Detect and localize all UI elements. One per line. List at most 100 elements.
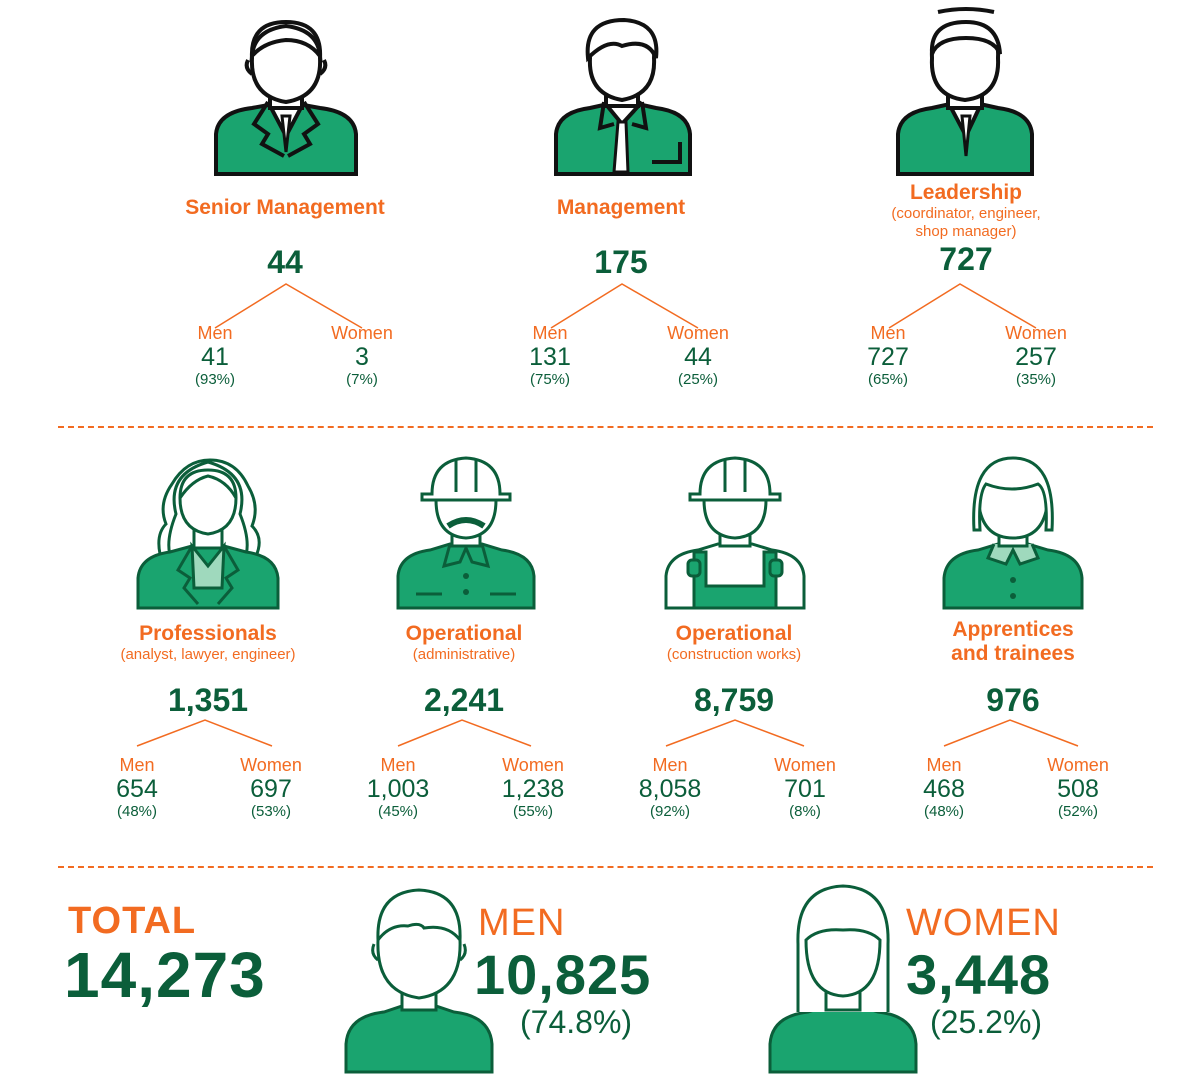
men-label: Men xyxy=(197,323,233,343)
women-label: Women xyxy=(502,755,564,775)
men-value: 8,058 xyxy=(638,775,702,803)
category-title: Professionals xyxy=(139,622,277,645)
category-total: 727 xyxy=(939,241,993,277)
category-title: Management xyxy=(556,196,686,219)
men-group: Men 8,058 (92%) xyxy=(615,755,725,821)
category-subtitle: (administrative) xyxy=(412,646,516,663)
women-value: 508 xyxy=(1057,775,1099,803)
women-total-pct: (25.2%) xyxy=(930,1004,1043,1040)
women-pct: (7%) xyxy=(346,371,378,388)
men-group: Men 468 (48%) xyxy=(889,755,999,821)
category-subtitle: (analyst, lawyer, engineer) xyxy=(120,646,296,663)
category-total: 8,759 xyxy=(693,682,775,718)
women-value: 697 xyxy=(250,775,292,803)
category-total: 2,241 xyxy=(423,682,505,718)
category-senior-management: Senior Management 44 xyxy=(135,196,435,280)
women-label: Women xyxy=(331,323,393,343)
category-apprentices: Apprentices and trainees 976 xyxy=(863,618,1163,718)
women-label: Women xyxy=(1005,323,1067,343)
men-total-label: MEN xyxy=(478,902,566,944)
men-value: 654 xyxy=(116,775,158,803)
professional-woman-icon xyxy=(136,458,280,610)
men-pct: (45%) xyxy=(377,803,418,820)
construction-worker-icon xyxy=(664,456,806,610)
category-title: Operational xyxy=(405,622,523,645)
men-value: 1,003 xyxy=(366,775,430,803)
women-group: Women 257 (35%) xyxy=(981,323,1091,389)
category-total: 175 xyxy=(594,244,648,280)
dashed-divider xyxy=(58,426,1153,428)
men-label: Men xyxy=(119,755,155,775)
men-group: Men 1,003 (45%) xyxy=(343,755,453,821)
men-total-value: 10,825 xyxy=(474,943,652,1006)
women-label: Women xyxy=(774,755,836,775)
category-subtitle: (construction works) xyxy=(666,646,802,663)
manager-icon xyxy=(554,17,692,176)
men-value: 727 xyxy=(867,343,909,371)
men-value: 131 xyxy=(529,343,571,371)
man-icon xyxy=(344,888,494,1074)
category-title: Operational xyxy=(675,622,793,645)
women-group: Women 44 (25%) xyxy=(643,323,753,389)
women-pct: (35%) xyxy=(1015,371,1056,388)
men-group: Men 727 (65%) xyxy=(833,323,943,389)
total-label: TOTAL xyxy=(68,900,197,942)
category-management: Management 175 xyxy=(471,196,771,280)
women-pct: (55%) xyxy=(512,803,553,820)
women-total-label: WOMEN xyxy=(906,902,1061,944)
men-group: Men 654 (48%) xyxy=(82,755,192,821)
women-value: 701 xyxy=(784,775,826,803)
men-label: Men xyxy=(380,755,416,775)
category-leadership: Leadership (coordinator, engineer, shop … xyxy=(816,181,1116,277)
category-total: 976 xyxy=(986,682,1040,718)
women-group: Women 3 (7%) xyxy=(307,323,417,389)
hardhat-worker-icon xyxy=(396,456,536,610)
women-group: Women 508 (52%) xyxy=(1023,755,1133,821)
category-total: 1,351 xyxy=(167,682,249,718)
men-pct: (75%) xyxy=(529,371,570,388)
category-operational-administrative: Operational (administrative) 2,241 xyxy=(314,622,614,718)
men-total-pct: (74.8%) xyxy=(520,1004,633,1040)
category-subtitle: (coordinator, engineer, shop manager) xyxy=(891,205,1041,240)
category-professionals: Professionals (analyst, lawyer, engineer… xyxy=(58,622,358,718)
category-title: Leadership xyxy=(909,181,1023,204)
dashed-divider xyxy=(58,866,1153,868)
women-label: Women xyxy=(1047,755,1109,775)
women-pct: (8%) xyxy=(789,803,821,820)
men-label: Men xyxy=(926,755,962,775)
men-pct: (93%) xyxy=(194,371,235,388)
men-pct: (48%) xyxy=(116,803,157,820)
women-group: Women 701 (8%) xyxy=(750,755,860,821)
category-title: Apprentices and trainees xyxy=(951,618,1075,665)
men-pct: (65%) xyxy=(867,371,908,388)
woman-icon xyxy=(768,884,918,1074)
men-pct: (92%) xyxy=(649,803,690,820)
women-value: 44 xyxy=(684,343,712,371)
women-value: 3 xyxy=(355,343,369,371)
women-group: Women 1,238 (55%) xyxy=(478,755,588,821)
women-label: Women xyxy=(240,755,302,775)
category-operational-construction: Operational (construction works) 8,759 xyxy=(584,622,884,718)
women-pct: (52%) xyxy=(1057,803,1098,820)
businessman-icon xyxy=(214,19,358,176)
women-group: Women 697 (53%) xyxy=(216,755,326,821)
women-pct: (25%) xyxy=(677,371,718,388)
men-label: Men xyxy=(870,323,906,343)
men-label: Men xyxy=(652,755,688,775)
men-label: Men xyxy=(532,323,568,343)
men-group: Men 41 (93%) xyxy=(160,323,270,389)
men-value: 468 xyxy=(923,775,965,803)
women-value: 257 xyxy=(1015,343,1057,371)
total-value: 14,273 xyxy=(64,939,266,1011)
category-total: 44 xyxy=(267,244,303,280)
category-title: Senior Management xyxy=(185,196,385,219)
trainee-icon xyxy=(942,456,1084,610)
women-label: Women xyxy=(667,323,729,343)
leader-icon xyxy=(896,7,1034,176)
men-value: 41 xyxy=(201,343,229,371)
men-group: Men 131 (75%) xyxy=(495,323,605,389)
women-pct: (53%) xyxy=(250,803,291,820)
women-value: 1,238 xyxy=(501,775,565,803)
women-total-value: 3,448 xyxy=(906,943,1052,1006)
